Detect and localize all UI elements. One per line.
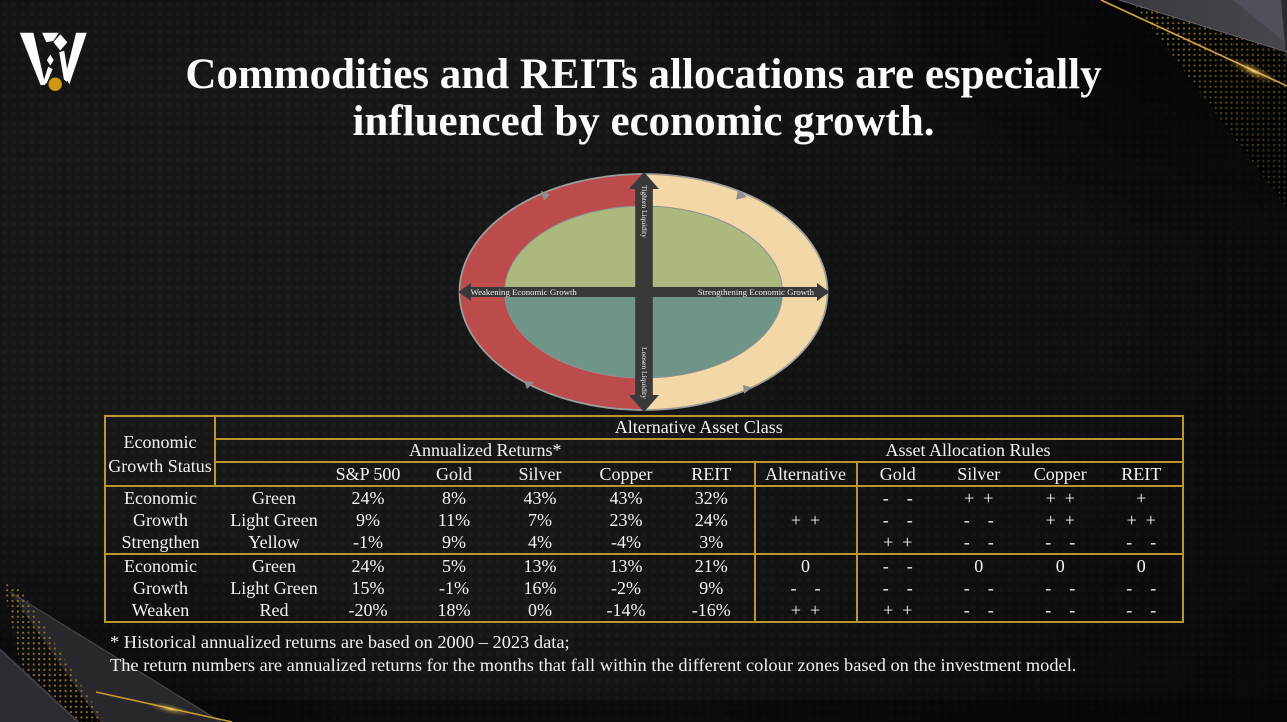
svg-text:Weakening Economic Growth: Weakening Economic Growth [471, 287, 578, 297]
svg-text:Loosen Liquidity: Loosen Liquidity [640, 347, 649, 399]
svg-text:Strengthening Economic Growth: Strengthening Economic Growth [698, 287, 815, 297]
svg-text:Tighten Liquidity: Tighten Liquidity [640, 185, 649, 238]
